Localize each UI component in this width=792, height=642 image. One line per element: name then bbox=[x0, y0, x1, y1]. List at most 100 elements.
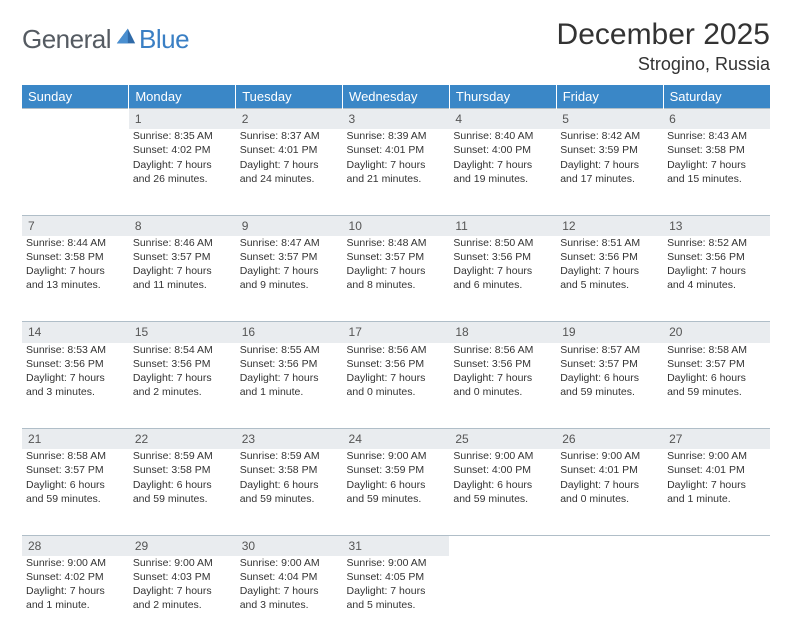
day2-text: and 59 minutes. bbox=[133, 492, 232, 506]
day1-text: Daylight: 7 hours bbox=[453, 158, 552, 172]
day1-text: Daylight: 7 hours bbox=[667, 478, 766, 492]
day1-text: Daylight: 7 hours bbox=[347, 264, 446, 278]
sunset-text: Sunset: 3:56 PM bbox=[26, 357, 125, 371]
day-number: 26 bbox=[556, 429, 663, 450]
sunset-text: Sunset: 3:56 PM bbox=[667, 250, 766, 264]
day1-text: Daylight: 7 hours bbox=[26, 371, 125, 385]
day-number: 23 bbox=[236, 429, 343, 450]
day2-text: and 1 minute. bbox=[667, 492, 766, 506]
calendar-table: Sunday Monday Tuesday Wednesday Thursday… bbox=[22, 85, 770, 642]
day1-text: Daylight: 7 hours bbox=[240, 371, 339, 385]
sunrise-text: Sunrise: 8:59 AM bbox=[240, 449, 339, 463]
sunrise-text: Sunrise: 8:43 AM bbox=[667, 129, 766, 143]
sunset-text: Sunset: 3:58 PM bbox=[667, 143, 766, 157]
day-number: 18 bbox=[449, 322, 556, 343]
day2-text: and 59 minutes. bbox=[240, 492, 339, 506]
day1-text: Daylight: 6 hours bbox=[240, 478, 339, 492]
sunrise-text: Sunrise: 8:46 AM bbox=[133, 236, 232, 250]
day2-text: and 0 minutes. bbox=[560, 492, 659, 506]
content-row: Sunrise: 8:58 AMSunset: 3:57 PMDaylight:… bbox=[22, 449, 770, 535]
brand-text-2: Blue bbox=[139, 24, 189, 55]
sunset-text: Sunset: 3:56 PM bbox=[560, 250, 659, 264]
sunset-text: Sunset: 3:59 PM bbox=[347, 463, 446, 477]
day1-text: Daylight: 7 hours bbox=[453, 264, 552, 278]
day-cell: Sunrise: 8:52 AMSunset: 3:56 PMDaylight:… bbox=[663, 236, 770, 322]
day1-text: Daylight: 6 hours bbox=[347, 478, 446, 492]
day2-text: and 8 minutes. bbox=[347, 278, 446, 292]
sunset-text: Sunset: 3:57 PM bbox=[133, 250, 232, 264]
day-cell: Sunrise: 8:47 AMSunset: 3:57 PMDaylight:… bbox=[236, 236, 343, 322]
content-row: Sunrise: 8:35 AMSunset: 4:02 PMDaylight:… bbox=[22, 129, 770, 215]
sunrise-text: Sunrise: 9:00 AM bbox=[133, 556, 232, 570]
day1-text: Daylight: 7 hours bbox=[133, 371, 232, 385]
daynum-row: 14151617181920 bbox=[22, 322, 770, 343]
day1-text: Daylight: 6 hours bbox=[453, 478, 552, 492]
day-cell: Sunrise: 8:46 AMSunset: 3:57 PMDaylight:… bbox=[129, 236, 236, 322]
day-cell bbox=[449, 556, 556, 642]
day1-text: Daylight: 7 hours bbox=[347, 371, 446, 385]
sunset-text: Sunset: 4:05 PM bbox=[347, 570, 446, 584]
day2-text: and 6 minutes. bbox=[453, 278, 552, 292]
day-cell: Sunrise: 9:00 AMSunset: 4:01 PMDaylight:… bbox=[556, 449, 663, 535]
sunset-text: Sunset: 4:03 PM bbox=[133, 570, 232, 584]
day1-text: Daylight: 7 hours bbox=[26, 584, 125, 598]
day-cell: Sunrise: 9:00 AMSunset: 4:01 PMDaylight:… bbox=[663, 449, 770, 535]
day-cell: Sunrise: 8:57 AMSunset: 3:57 PMDaylight:… bbox=[556, 343, 663, 429]
day1-text: Daylight: 7 hours bbox=[133, 584, 232, 598]
sunset-text: Sunset: 4:01 PM bbox=[240, 143, 339, 157]
sunset-text: Sunset: 3:57 PM bbox=[347, 250, 446, 264]
day1-text: Daylight: 6 hours bbox=[26, 478, 125, 492]
sunset-text: Sunset: 4:02 PM bbox=[133, 143, 232, 157]
title-block: December 2025 Strogino, Russia bbox=[557, 18, 770, 75]
day-number: 21 bbox=[22, 429, 129, 450]
day-number: 27 bbox=[663, 429, 770, 450]
sunset-text: Sunset: 3:56 PM bbox=[133, 357, 232, 371]
day2-text: and 3 minutes. bbox=[240, 598, 339, 612]
day2-text: and 21 minutes. bbox=[347, 172, 446, 186]
sunrise-text: Sunrise: 9:00 AM bbox=[26, 556, 125, 570]
day-number: 31 bbox=[343, 535, 450, 556]
sunrise-text: Sunrise: 8:37 AM bbox=[240, 129, 339, 143]
day2-text: and 59 minutes. bbox=[347, 492, 446, 506]
day-cell: Sunrise: 9:00 AMSunset: 4:03 PMDaylight:… bbox=[129, 556, 236, 642]
day2-text: and 15 minutes. bbox=[667, 172, 766, 186]
sunset-text: Sunset: 4:01 PM bbox=[347, 143, 446, 157]
dow-sun: Sunday bbox=[22, 85, 129, 109]
sunset-text: Sunset: 3:56 PM bbox=[453, 357, 552, 371]
calendar-body: 123456Sunrise: 8:35 AMSunset: 4:02 PMDay… bbox=[22, 109, 770, 642]
day1-text: Daylight: 7 hours bbox=[560, 264, 659, 278]
calendar-page: General Blue December 2025 Strogino, Rus… bbox=[0, 0, 792, 612]
day-cell: Sunrise: 8:53 AMSunset: 3:56 PMDaylight:… bbox=[22, 343, 129, 429]
day2-text: and 13 minutes. bbox=[26, 278, 125, 292]
day1-text: Daylight: 7 hours bbox=[133, 158, 232, 172]
day-cell bbox=[22, 129, 129, 215]
day1-text: Daylight: 6 hours bbox=[667, 371, 766, 385]
sunrise-text: Sunrise: 8:58 AM bbox=[26, 449, 125, 463]
day-number: 5 bbox=[556, 109, 663, 130]
day-number: 25 bbox=[449, 429, 556, 450]
sunrise-text: Sunrise: 8:42 AM bbox=[560, 129, 659, 143]
page-title: December 2025 bbox=[557, 18, 770, 52]
sunrise-text: Sunrise: 8:56 AM bbox=[453, 343, 552, 357]
day-cell: Sunrise: 8:37 AMSunset: 4:01 PMDaylight:… bbox=[236, 129, 343, 215]
sunrise-text: Sunrise: 8:54 AM bbox=[133, 343, 232, 357]
day-cell: Sunrise: 9:00 AMSunset: 3:59 PMDaylight:… bbox=[343, 449, 450, 535]
day-cell: Sunrise: 8:55 AMSunset: 3:56 PMDaylight:… bbox=[236, 343, 343, 429]
day-cell bbox=[556, 556, 663, 642]
location-subtitle: Strogino, Russia bbox=[557, 54, 770, 75]
sunrise-text: Sunrise: 8:59 AM bbox=[133, 449, 232, 463]
day-number: 19 bbox=[556, 322, 663, 343]
day2-text: and 5 minutes. bbox=[560, 278, 659, 292]
day-cell: Sunrise: 8:40 AMSunset: 4:00 PMDaylight:… bbox=[449, 129, 556, 215]
sunrise-text: Sunrise: 8:50 AM bbox=[453, 236, 552, 250]
day2-text: and 5 minutes. bbox=[347, 598, 446, 612]
header: General Blue December 2025 Strogino, Rus… bbox=[22, 18, 770, 75]
sunset-text: Sunset: 4:01 PM bbox=[560, 463, 659, 477]
daynum-row: 28293031 bbox=[22, 535, 770, 556]
day1-text: Daylight: 7 hours bbox=[560, 478, 659, 492]
content-row: Sunrise: 8:44 AMSunset: 3:58 PMDaylight:… bbox=[22, 236, 770, 322]
day2-text: and 59 minutes. bbox=[26, 492, 125, 506]
day-number: 6 bbox=[663, 109, 770, 130]
day-cell: Sunrise: 8:56 AMSunset: 3:56 PMDaylight:… bbox=[449, 343, 556, 429]
sunrise-text: Sunrise: 9:00 AM bbox=[667, 449, 766, 463]
